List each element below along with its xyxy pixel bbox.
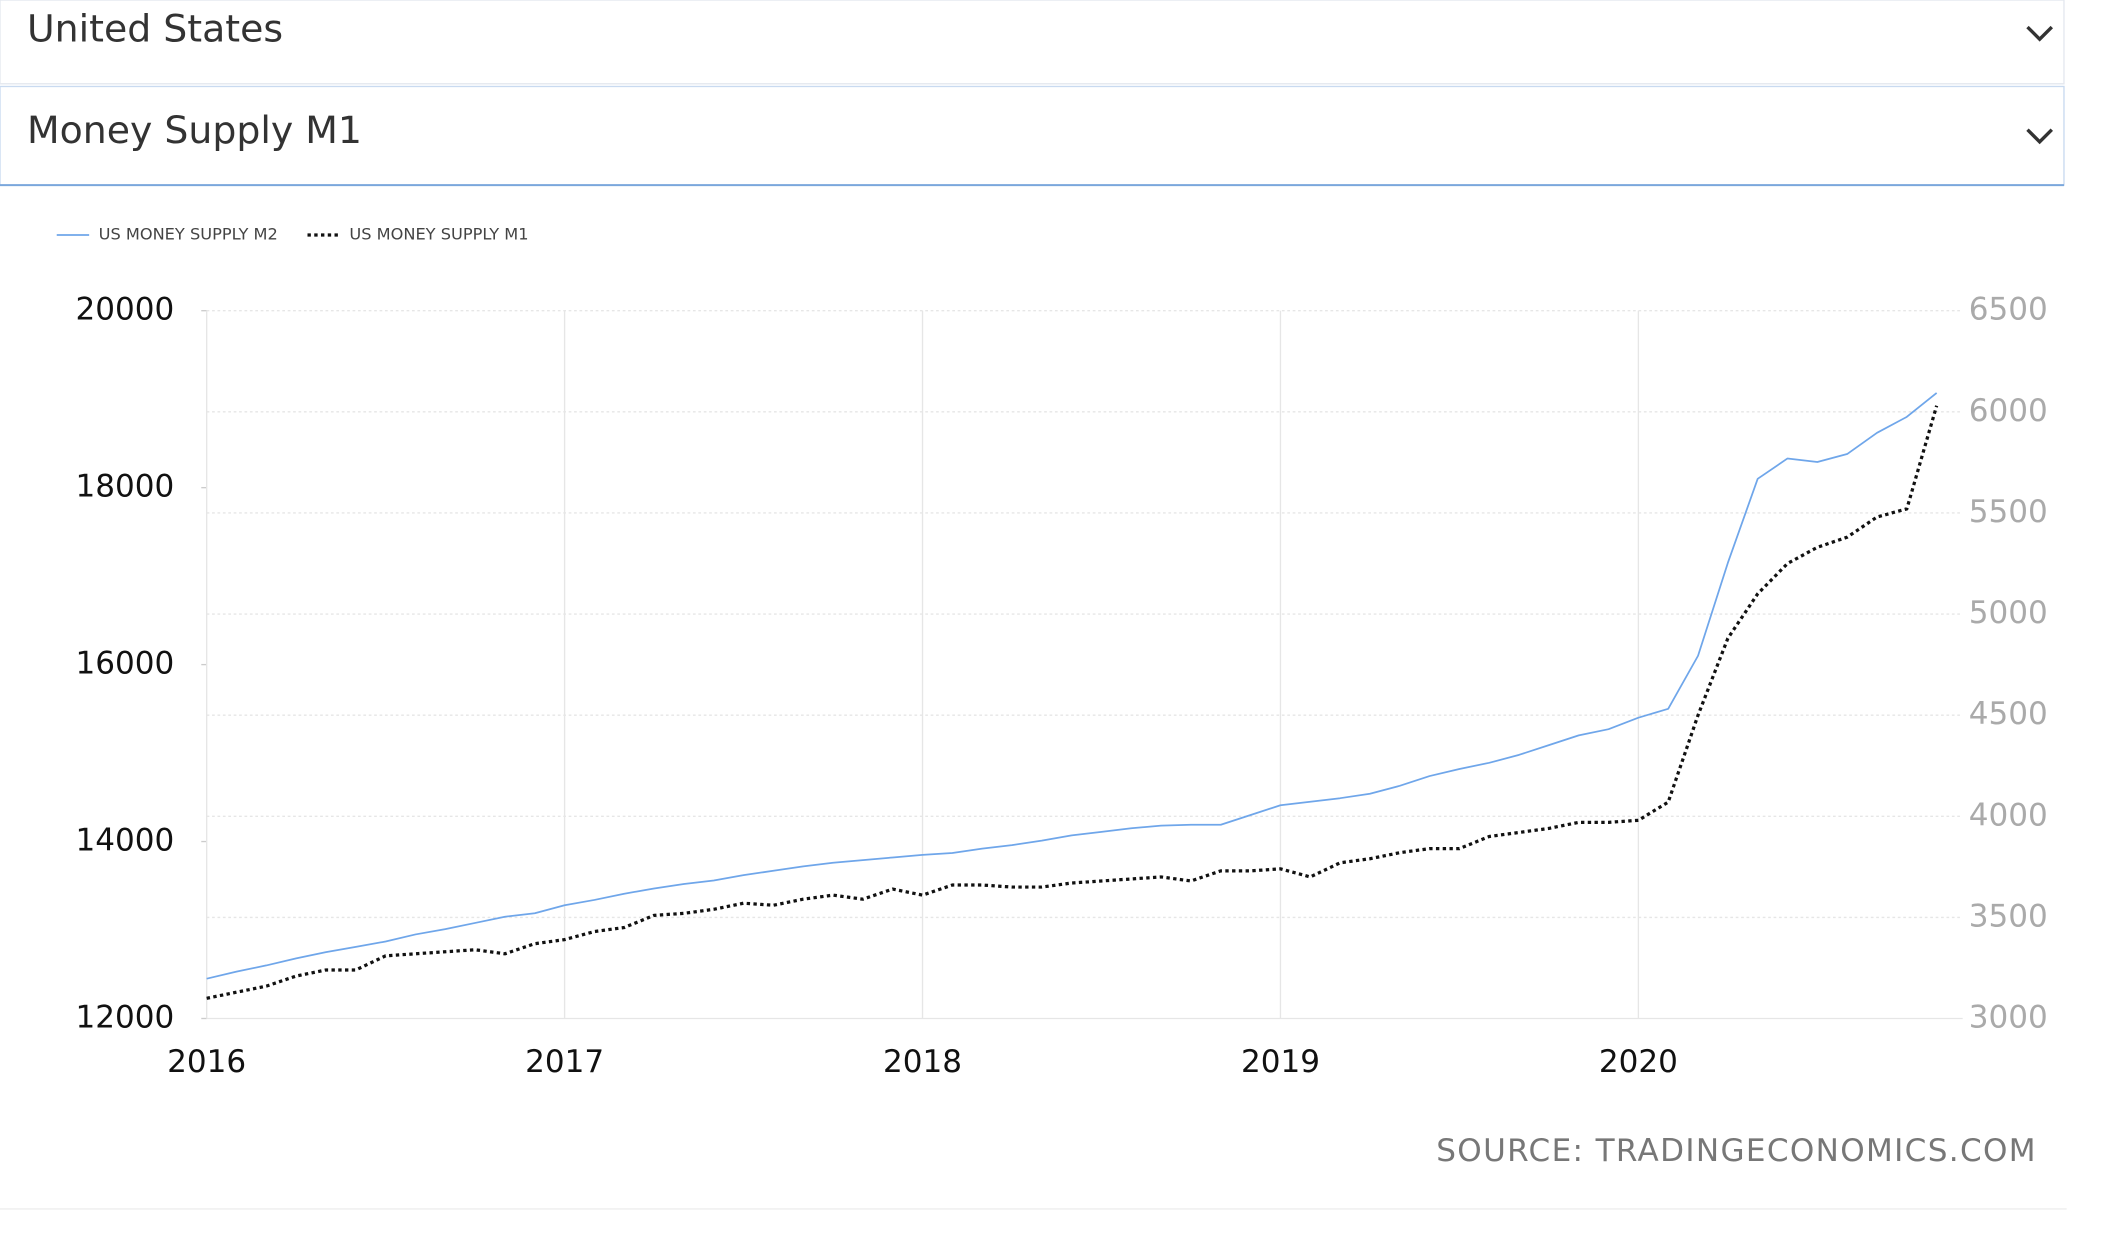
source-note: SOURCE: TRADINGECONOMICS.COM	[1436, 1133, 2037, 1169]
y2-tick-label: 5500	[1969, 494, 2048, 530]
y-tick-label: 18000	[75, 469, 174, 505]
x-tick-label: 2016	[167, 1044, 246, 1080]
chevron[interactable]	[2026, 25, 2054, 42]
series-line	[206, 392, 1938, 980]
x-tick-label: 2017	[525, 1044, 604, 1080]
x-tick-label: 2019	[1241, 1044, 1320, 1080]
x-tick-label: 2020	[1599, 1044, 1678, 1080]
legend-label: US MONEY SUPPLY M1	[349, 225, 528, 244]
y2-tick-label: 3500	[1969, 898, 2048, 934]
y2-tick-label: 6500	[1969, 292, 2048, 328]
dropdown-box[interactable]	[0, 0, 2065, 85]
dropdown-label[interactable]: United States	[27, 7, 283, 51]
y2-tick-label: 4000	[1969, 797, 2048, 833]
y-tick-label: 20000	[75, 292, 174, 328]
dropdown-box[interactable]	[0, 85, 2065, 186]
y-tick-label: 16000	[75, 646, 174, 682]
y-tick-label: 12000	[75, 1000, 174, 1036]
indicator-dropdown[interactable]: Money Supply M1	[0, 85, 2065, 187]
country-dropdown[interactable]: United States	[0, 0, 2065, 85]
chevron[interactable]	[2026, 128, 2054, 145]
y2-tick-label: 4500	[1969, 696, 2048, 732]
y2-tick-label: 6000	[1969, 393, 2048, 429]
x-tick-label: 2018	[883, 1044, 962, 1080]
legend-label: US MONEY SUPPLY M2	[99, 225, 278, 244]
dropdown-label[interactable]: Money Supply M1	[27, 108, 362, 152]
y2-tick-label: 5000	[1969, 595, 2048, 631]
y2-tick-label: 3000	[1969, 1000, 2048, 1036]
y-tick-label: 14000	[75, 823, 174, 859]
series-line	[206, 405, 1939, 1000]
